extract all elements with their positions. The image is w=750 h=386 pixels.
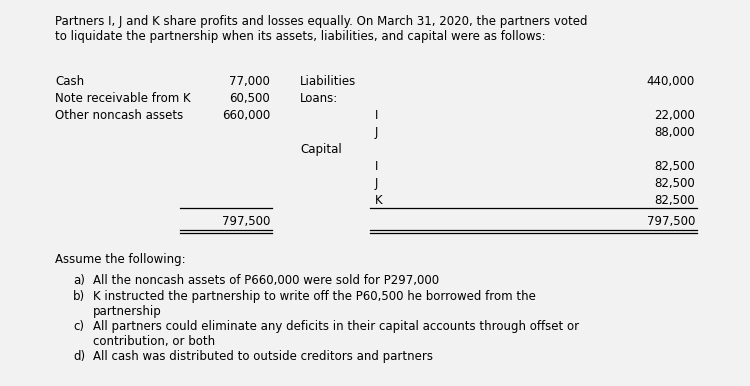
Text: 82,500: 82,500: [654, 194, 695, 207]
Text: Liabilities: Liabilities: [300, 75, 356, 88]
Text: 440,000: 440,000: [646, 75, 695, 88]
Text: All the noncash assets of P660,000 were sold for P297,000: All the noncash assets of P660,000 were …: [93, 274, 440, 287]
Text: 797,500: 797,500: [222, 215, 270, 228]
Text: 60,500: 60,500: [230, 92, 270, 105]
Text: Loans:: Loans:: [300, 92, 338, 105]
Text: K instructed the partnership to write off the P60,500 he borrowed from the
partn: K instructed the partnership to write of…: [93, 290, 536, 318]
Text: c): c): [73, 320, 84, 333]
Text: I: I: [375, 160, 378, 173]
Text: 88,000: 88,000: [654, 126, 695, 139]
Text: All cash was distributed to outside creditors and partners: All cash was distributed to outside cred…: [93, 350, 433, 363]
Text: K: K: [375, 194, 382, 207]
Text: 82,500: 82,500: [654, 160, 695, 173]
Text: a): a): [73, 274, 85, 287]
Text: 77,000: 77,000: [230, 75, 270, 88]
Text: 22,000: 22,000: [654, 109, 695, 122]
Text: d): d): [73, 350, 85, 363]
Text: b): b): [73, 290, 85, 303]
Text: 797,500: 797,500: [646, 215, 695, 228]
Text: 660,000: 660,000: [222, 109, 270, 122]
Text: J: J: [375, 177, 378, 190]
Text: I: I: [375, 109, 378, 122]
Text: All partners could eliminate any deficits in their capital accounts through offs: All partners could eliminate any deficit…: [93, 320, 579, 348]
Text: Capital: Capital: [300, 143, 342, 156]
Text: J: J: [375, 126, 378, 139]
Text: 82,500: 82,500: [654, 177, 695, 190]
Text: Partners I, J and K share profits and losses equally. On March 31, 2020, the par: Partners I, J and K share profits and lo…: [55, 15, 587, 43]
Text: Assume the following:: Assume the following:: [55, 253, 186, 266]
Text: Other noncash assets: Other noncash assets: [55, 109, 183, 122]
Text: Cash: Cash: [55, 75, 84, 88]
Text: Note receivable from K: Note receivable from K: [55, 92, 190, 105]
